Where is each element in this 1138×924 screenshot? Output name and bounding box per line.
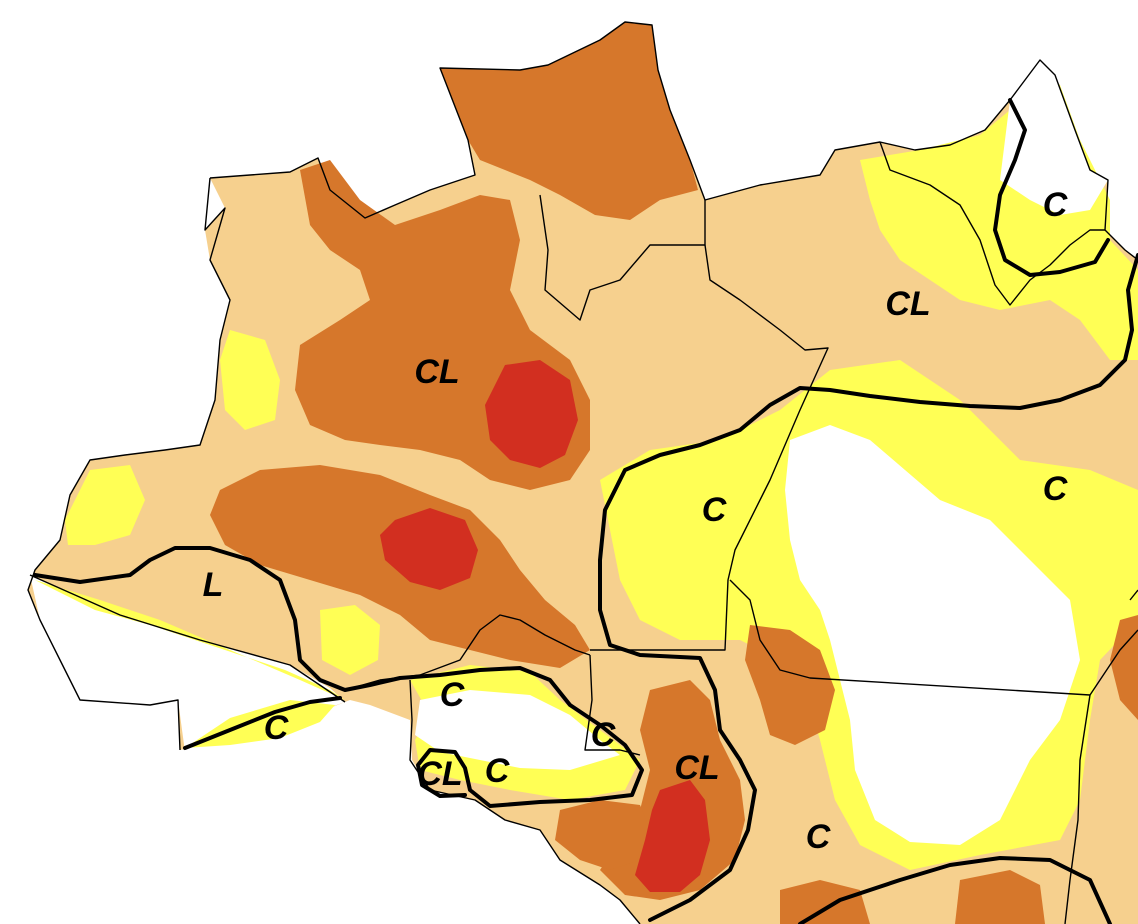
- red-zones: [380, 360, 710, 892]
- label-c-far-east: C: [1043, 186, 1068, 224]
- contour-lines: [33, 98, 1138, 924]
- label-c-southwest: C: [264, 709, 289, 747]
- label-cl-north: CL: [414, 353, 459, 391]
- label-l-west: L: [203, 566, 224, 604]
- label-c-center: C: [702, 491, 727, 529]
- label-c-east: C: [1043, 470, 1068, 508]
- label-c-south-middle: C: [440, 676, 465, 714]
- white-zones: [415, 60, 1108, 845]
- label-c-south-small: C: [485, 752, 510, 790]
- state-borders: [27, 21, 1138, 924]
- label-cl-northeast: CL: [885, 285, 930, 323]
- label-c-southeast: C: [806, 818, 831, 856]
- label-c-south-pocket: C: [591, 716, 616, 754]
- label-cl-southeast: CL: [674, 749, 719, 787]
- label-cl-south-small: CL: [417, 755, 462, 793]
